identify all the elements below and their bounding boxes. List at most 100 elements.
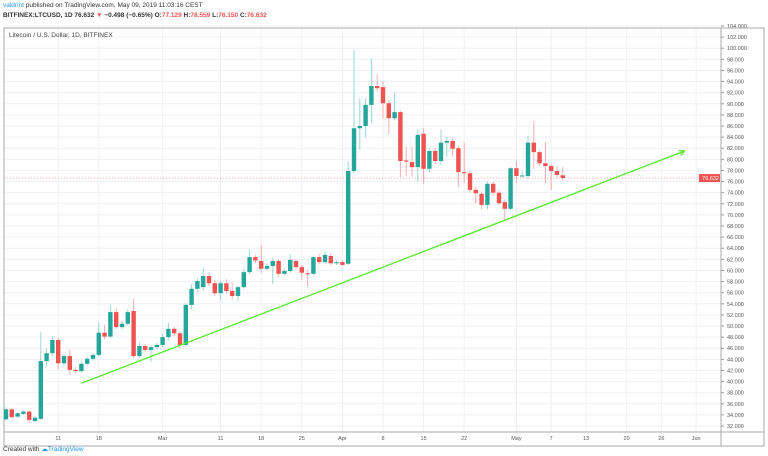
tradingview-logo[interactable]: ☁TradingView <box>41 446 84 453</box>
y-tick-label: 58.000 <box>727 280 744 286</box>
candle-body <box>206 276 212 284</box>
candle-body <box>160 337 165 345</box>
y-tick-label: 66.000 <box>727 235 744 241</box>
candle-body <box>444 141 449 143</box>
candle-body <box>438 142 444 162</box>
last-price-label: 76.632 <box>702 176 719 182</box>
candle-body <box>79 363 84 372</box>
candle-body <box>311 257 316 274</box>
y-tick-label: 86.000 <box>727 124 744 130</box>
candle-body <box>375 86 380 89</box>
candle-body <box>549 166 554 172</box>
candle-body <box>369 86 374 105</box>
candle-body <box>61 356 67 364</box>
y-tick-label: 76.000 <box>727 180 744 186</box>
candle-body <box>264 266 270 269</box>
last-price-badge <box>699 174 720 183</box>
y-tick-label: 78.000 <box>727 168 744 174</box>
candle-body <box>195 281 200 289</box>
candle-body <box>73 369 78 372</box>
candle-body <box>462 172 467 174</box>
y-tick-label: 52.000 <box>727 313 744 319</box>
candle-body <box>537 152 542 164</box>
candle-body <box>270 261 275 267</box>
candle-body <box>230 291 235 297</box>
candle-body <box>433 151 438 162</box>
candle-body <box>560 175 565 179</box>
candle-body <box>404 160 409 162</box>
y-tick-label: 68.000 <box>727 224 744 230</box>
candle-body <box>467 173 473 190</box>
candle-body <box>183 304 188 345</box>
open-value: 77.129 <box>161 12 182 19</box>
ohlc-header: BITFINEX:LTCUSD, 1D 76.632 ▼ −0.498 (−0.… <box>3 12 267 19</box>
candle-body <box>166 328 171 338</box>
y-tick-label: 70.000 <box>727 213 744 219</box>
candle-body <box>502 202 507 209</box>
y-tick-label: 88.000 <box>727 113 744 119</box>
x-tick-label: 13 <box>583 436 589 442</box>
candle-body <box>276 261 281 274</box>
x-tick-label: 15 <box>421 436 427 442</box>
low-value: 76.150 <box>218 12 239 19</box>
candle-body <box>90 354 96 359</box>
y-tick-label: 46.000 <box>727 346 744 352</box>
y-tick-label: 74.000 <box>727 191 744 197</box>
candle-body <box>241 272 246 288</box>
candle-body <box>288 259 293 272</box>
candle-body <box>386 103 391 119</box>
candle-body <box>305 273 310 275</box>
high-label: H: <box>183 12 191 19</box>
candle-body <box>259 261 264 269</box>
candle-body <box>235 287 241 297</box>
candle-body <box>508 168 513 209</box>
candle-body <box>473 189 478 194</box>
footer: Created with ☁TradingView <box>3 445 84 453</box>
candle-body <box>380 87 386 104</box>
x-tick-label: 18 <box>96 436 102 442</box>
candle-body <box>15 413 20 417</box>
candle-body <box>189 288 194 305</box>
y-tick-label: 54.000 <box>727 302 744 308</box>
x-tick-label: 25 <box>299 436 305 442</box>
trendline-arrow-icon <box>678 149 686 156</box>
y-tick-label: 32.000 <box>727 424 744 430</box>
candle-body <box>253 257 258 261</box>
y-tick-label: 100.000 <box>727 46 747 52</box>
down-arrow-icon: ▼ <box>96 12 103 19</box>
candle-body <box>525 142 531 177</box>
x-tick-label: Apr <box>338 436 347 442</box>
candle-body <box>119 323 125 328</box>
x-tick-label: 22 <box>461 436 467 442</box>
x-tick-label: Mar <box>158 436 168 442</box>
x-tick-label: 18 <box>258 436 264 442</box>
candle-body <box>125 312 130 324</box>
candle-body <box>514 168 519 177</box>
author-link[interactable]: valdrint <box>3 2 24 9</box>
high-value: 78.559 <box>190 12 211 19</box>
x-tick-label: 11 <box>55 436 61 442</box>
candle-body <box>520 175 525 177</box>
candle-body <box>554 171 560 175</box>
candle-body <box>114 312 119 328</box>
low-label: L: <box>212 12 219 19</box>
close-label: C: <box>239 12 247 19</box>
symbol: BITFINEX:LTCUSD, 1D <box>3 12 73 19</box>
candle-body <box>409 162 415 168</box>
candle-body <box>21 411 26 414</box>
candle-body <box>328 256 333 264</box>
y-tick-label: 72.000 <box>727 202 744 208</box>
candle-body <box>143 346 148 350</box>
candle-body <box>357 126 362 129</box>
close-value: 76.632 <box>246 12 267 19</box>
candle-body <box>322 254 328 263</box>
candle-body <box>247 257 252 273</box>
candle-body <box>340 262 345 265</box>
candle-body <box>172 328 177 334</box>
last-price: 76.632 <box>74 12 95 19</box>
candle-body <box>102 332 107 337</box>
candle-body <box>334 262 339 264</box>
y-tick-label: 62.000 <box>727 257 744 263</box>
candle-body <box>212 283 217 294</box>
